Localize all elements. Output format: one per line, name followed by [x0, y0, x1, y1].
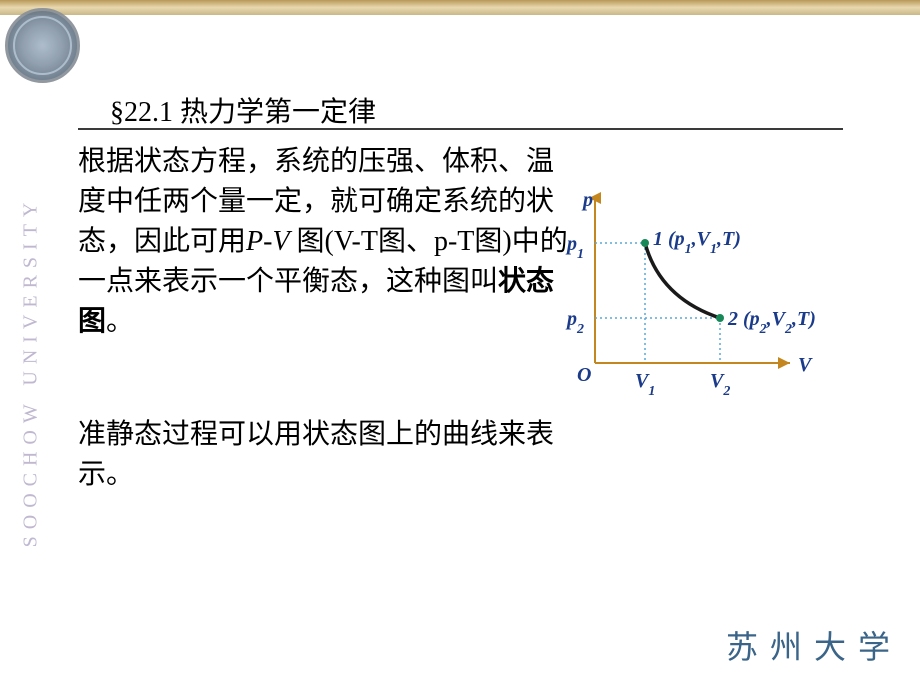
svg-text:2 (p2,V2,T): 2 (p2,V2,T) — [727, 308, 816, 337]
svg-text:O: O — [577, 364, 591, 386]
title-underline — [78, 128, 843, 130]
body-paragraph-1: 根据状态方程，系统的压强、体积、温度中任两个量一定，就可确定系统的状态，因此可用… — [78, 142, 568, 342]
svg-text:V1: V1 — [635, 370, 655, 399]
university-logo — [5, 8, 80, 83]
body-paragraph-2: 准静态过程可以用状态图上的曲线来表示。 — [78, 415, 568, 495]
section-title: §22.1 热力学第一定律 — [110, 90, 376, 130]
svg-text:p2: p2 — [565, 308, 584, 337]
top-border — [0, 0, 920, 15]
svg-text:p1: p1 — [565, 233, 584, 262]
svg-text:V: V — [798, 354, 813, 376]
footer-university-name: 苏 州 大 学 — [726, 622, 892, 668]
svg-text:V2: V2 — [710, 370, 730, 399]
side-watermark: SOOCHOW UNIVERSITY — [19, 196, 42, 548]
svg-text:p: p — [581, 189, 593, 211]
pv-diagram: p V Op1 p2 V1 V2 1 (p1,V1,T) 2 (p2,V2,T) — [565, 188, 885, 408]
svg-text:1 (p1,V1,T): 1 (p1,V1,T) — [653, 228, 741, 257]
